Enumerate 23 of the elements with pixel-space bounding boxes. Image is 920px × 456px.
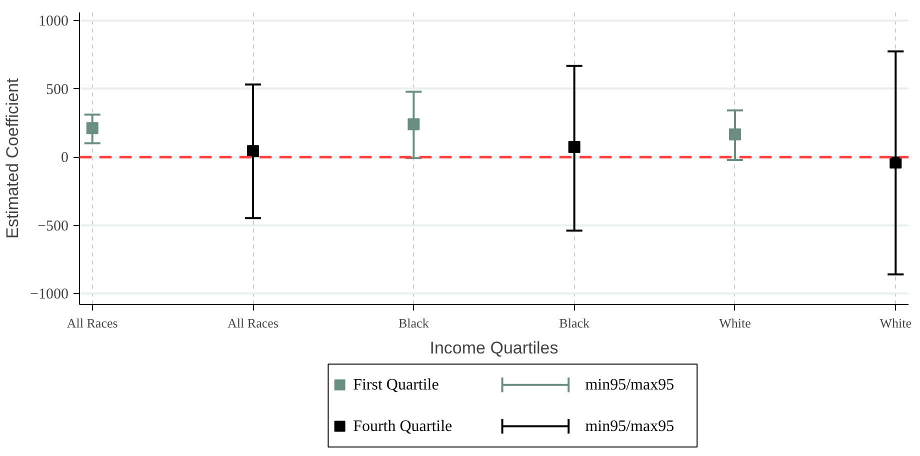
y-tick-label: 1000 — [38, 14, 68, 30]
x-tick-label: All Races — [228, 316, 278, 330]
x-tick-label: Black — [559, 316, 590, 330]
legend-label: Fourth Quartile — [353, 418, 452, 435]
point — [247, 145, 260, 158]
x-tick-label: All Races — [66, 316, 118, 330]
y-axis-title: Estimated Coefficient — [3, 78, 22, 239]
point — [890, 156, 902, 168]
y-tick-label: −1000 — [30, 286, 69, 303]
y-tick-label: 0 — [61, 150, 68, 166]
point — [86, 122, 98, 134]
x-tick-label: Black — [398, 316, 430, 330]
point — [568, 141, 580, 154]
legend-label: First Quartile — [353, 376, 439, 394]
x-tick-label: White — [719, 316, 752, 330]
y-tick-label: −500 — [38, 218, 69, 234]
x-axis-title: Income Quartiles — [430, 338, 558, 358]
point — [728, 128, 741, 140]
text: min95/max95 — [585, 376, 674, 394]
x-tick-label: White — [880, 316, 912, 330]
point — [408, 118, 420, 130]
text: min95/max95 — [585, 418, 674, 435]
y-tick-label: 500 — [46, 82, 68, 98]
